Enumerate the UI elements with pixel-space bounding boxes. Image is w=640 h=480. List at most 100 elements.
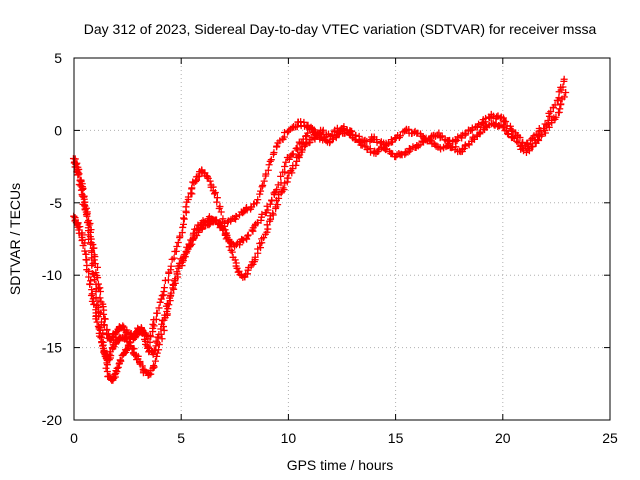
data-point-interp (219, 215, 227, 223)
data-point-interp (482, 122, 490, 130)
axis-ticks (73, 57, 611, 421)
y-tick-label: -5 (50, 195, 63, 211)
data-point-interp (538, 131, 546, 139)
data-point-interp (157, 325, 165, 333)
data-point (445, 140, 453, 148)
data-point-interp (244, 231, 252, 239)
data-point-interp (228, 248, 236, 256)
data-point-interp (227, 246, 235, 254)
data-point (123, 328, 131, 336)
data-point-interp (465, 141, 473, 149)
data-point-interp (161, 311, 169, 319)
data-point-interp (112, 329, 120, 337)
data-point-interp (225, 243, 233, 251)
data-point-interp (87, 277, 95, 285)
data-point-interp (516, 134, 524, 142)
data-point (210, 190, 218, 198)
data-point-interp (192, 177, 200, 185)
data-point-interp (182, 203, 190, 211)
data-point-interp (259, 181, 267, 189)
data-points (69, 75, 570, 384)
data-point (285, 127, 293, 135)
data-point-interp (294, 152, 302, 160)
data-point-interp (79, 241, 87, 249)
data-point-interp (545, 120, 553, 128)
x-tick-labels: 0 5 10 15 20 25 (70, 430, 618, 446)
data-point-interp (277, 172, 285, 180)
data-point-interp (300, 118, 308, 126)
data-point-interp (114, 363, 122, 371)
data-point-interp (260, 177, 268, 185)
data-point-interp (258, 210, 266, 218)
data-point-interp (367, 148, 375, 156)
data-point-interp (180, 214, 188, 222)
x-tick-label: 20 (495, 430, 511, 446)
y-tick-labels: -20 -15 -10 -5 0 5 (42, 50, 62, 428)
data-point-interp (322, 137, 330, 145)
data-point-interp (99, 338, 107, 346)
data-point-interp (94, 274, 102, 282)
y-tick-label: -10 (42, 267, 62, 283)
data-point-interp (556, 105, 564, 113)
data-point-interp (468, 124, 476, 132)
x-tick-label: 15 (388, 430, 404, 446)
data-point (273, 142, 281, 150)
data-point-interp (100, 315, 108, 323)
data-point-interp (270, 149, 278, 157)
data-point-interp (179, 254, 187, 262)
data-point-interp (547, 108, 555, 116)
data-point (189, 229, 197, 237)
data-point-interp (173, 242, 181, 250)
data-point-interp (187, 189, 195, 197)
data-point-interp (396, 132, 404, 140)
data-point-interp (102, 364, 110, 372)
data-point (76, 176, 84, 184)
data-point-interp (235, 267, 243, 275)
data-point-interp (219, 226, 227, 234)
data-point-interp (158, 335, 166, 343)
y-tick-label: 0 (54, 122, 62, 138)
data-point (71, 155, 79, 163)
x-tick-label: 5 (177, 430, 185, 446)
data-point-interp (85, 273, 93, 281)
data-point-interp (184, 193, 192, 201)
data-point-interp (82, 204, 90, 212)
data-point-interp (94, 263, 102, 271)
data-point-interp (513, 137, 521, 145)
x-tick-label: 0 (70, 430, 78, 446)
data-point-interp (137, 324, 145, 332)
data-point-interp (269, 209, 277, 217)
data-point-interp (178, 258, 186, 266)
data-point-interp (100, 310, 108, 318)
data-point-interp (227, 239, 235, 247)
data-point-interp (293, 144, 301, 152)
data-point-interp (188, 184, 196, 192)
data-point-interp (525, 147, 533, 155)
data-point-interp (155, 304, 163, 312)
data-point (562, 89, 570, 97)
data-point-interp (176, 232, 184, 240)
data-point-interp (263, 221, 271, 229)
data-point-interp (151, 346, 159, 354)
data-point (476, 128, 484, 136)
data-point-interp (217, 208, 225, 216)
data-point-interp (76, 223, 84, 231)
data-point-interp (160, 284, 168, 292)
data-point (264, 206, 272, 214)
data-point-interp (213, 198, 221, 206)
data-point-interp (257, 187, 265, 195)
data-point-interp (74, 171, 82, 179)
data-point-interp (100, 321, 108, 329)
data-point-interp (508, 126, 516, 134)
data-point-interp (103, 361, 111, 369)
data-point-interp (545, 123, 553, 131)
data-point (155, 330, 163, 338)
data-point (82, 256, 90, 264)
data-point-interp (289, 150, 297, 158)
data-point-interp (250, 200, 258, 208)
data-point (509, 134, 517, 142)
data-point-interp (81, 247, 89, 255)
data-point (560, 75, 568, 83)
data-point-interp (167, 262, 175, 270)
data-point-interp (267, 156, 275, 164)
